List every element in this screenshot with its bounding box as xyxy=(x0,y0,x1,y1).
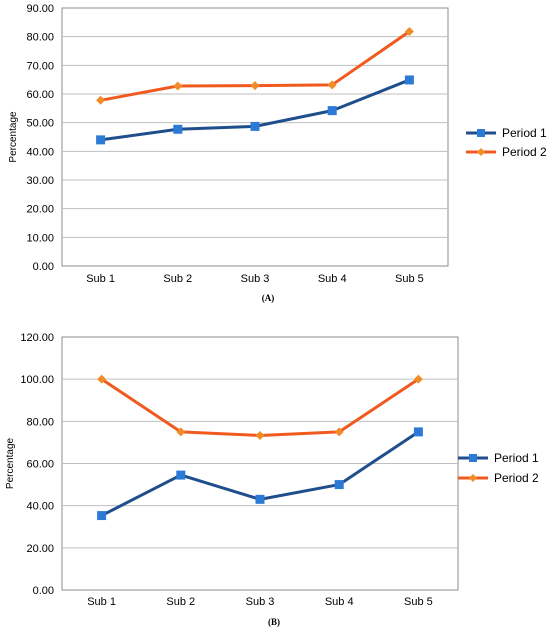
x-tick-label-1: Sub 3 xyxy=(241,273,270,285)
y-tick-label-1: 70.00 xyxy=(26,60,54,72)
data-point-2-chart-1 xyxy=(327,80,337,90)
data-point-1-chart-2 xyxy=(413,427,423,437)
data-point-2-chart-2 xyxy=(413,374,423,384)
y-tick-label-1: 40.00 xyxy=(26,146,54,158)
x-tick-label-2: Sub 5 xyxy=(404,596,433,608)
y-tick-label-2: 40.00 xyxy=(26,501,54,513)
data-point-2-chart-2 xyxy=(97,374,107,384)
x-tick-label-1: Sub 4 xyxy=(318,273,347,285)
y-tick-label-2: 60.00 xyxy=(26,459,54,471)
panel-label-1: (A) xyxy=(262,293,275,303)
data-point-2-chart-1 xyxy=(404,27,414,37)
x-tick-label-1: Sub 2 xyxy=(163,273,192,285)
y-tick-label-1: 90.00 xyxy=(26,3,54,15)
y-axis-label-2: Percentage xyxy=(5,437,16,489)
y-tick-label-1: 30.00 xyxy=(26,175,54,187)
y-tick-label-1: 80.00 xyxy=(26,32,54,44)
legend-label-2-chart-2: Period 2 xyxy=(494,471,539,485)
legend-marker-1-chart-1 xyxy=(477,129,485,137)
x-tick-label-1: Sub 5 xyxy=(395,273,424,285)
data-point-1-chart-1 xyxy=(327,106,337,116)
legend-marker-2-chart-1 xyxy=(477,148,485,156)
y-tick-label-2: 80.00 xyxy=(26,416,54,428)
legend-label-2-chart-1: Period 2 xyxy=(502,145,547,159)
data-point-2-chart-2 xyxy=(176,427,186,437)
x-tick-label-2: Sub 4 xyxy=(325,596,354,608)
x-tick-label-2: Sub 3 xyxy=(246,596,275,608)
y-tick-label-1: 10.00 xyxy=(26,232,54,244)
legend-label-1-chart-1: Period 1 xyxy=(502,126,547,140)
data-point-1-chart-1 xyxy=(96,135,106,145)
data-point-1-chart-2 xyxy=(97,511,107,521)
legend-marker-1-chart-2 xyxy=(469,454,477,462)
data-point-1-chart-2 xyxy=(334,480,344,490)
y-tick-label-1: 60.00 xyxy=(26,89,54,101)
data-point-1-chart-1 xyxy=(173,124,183,134)
data-point-2-chart-1 xyxy=(250,81,260,91)
x-tick-label-2: Sub 2 xyxy=(166,596,195,608)
data-point-2-chart-1 xyxy=(96,95,106,105)
y-tick-label-2: 100.00 xyxy=(20,374,54,386)
data-point-2-chart-1 xyxy=(173,81,183,91)
legend-marker-2-chart-2 xyxy=(469,474,477,482)
y-tick-label-1: 0.00 xyxy=(33,261,54,273)
data-point-1-chart-2 xyxy=(176,470,186,480)
legend-label-1-chart-2: Period 1 xyxy=(494,451,539,465)
x-tick-label-1: Sub 1 xyxy=(86,273,115,285)
y-tick-label-2: 0.00 xyxy=(33,585,54,597)
y-tick-label-2: 20.00 xyxy=(26,543,54,555)
data-point-2-chart-2 xyxy=(255,430,265,440)
y-tick-label-1: 50.00 xyxy=(26,118,54,130)
data-point-1-chart-1 xyxy=(404,75,414,85)
y-tick-label-2: 120.00 xyxy=(20,332,54,344)
series-line-2-chart-2 xyxy=(100,377,420,437)
data-point-1-chart-2 xyxy=(255,494,265,504)
y-axis-label-1: Percentage xyxy=(8,111,19,163)
plot-area-1 xyxy=(61,7,449,267)
panel-label-2: (B) xyxy=(268,617,280,627)
data-point-2-chart-2 xyxy=(334,427,344,437)
y-tick-label-1: 20.00 xyxy=(26,204,54,216)
x-tick-label-2: Sub 1 xyxy=(87,596,116,608)
data-point-1-chart-1 xyxy=(250,121,260,131)
